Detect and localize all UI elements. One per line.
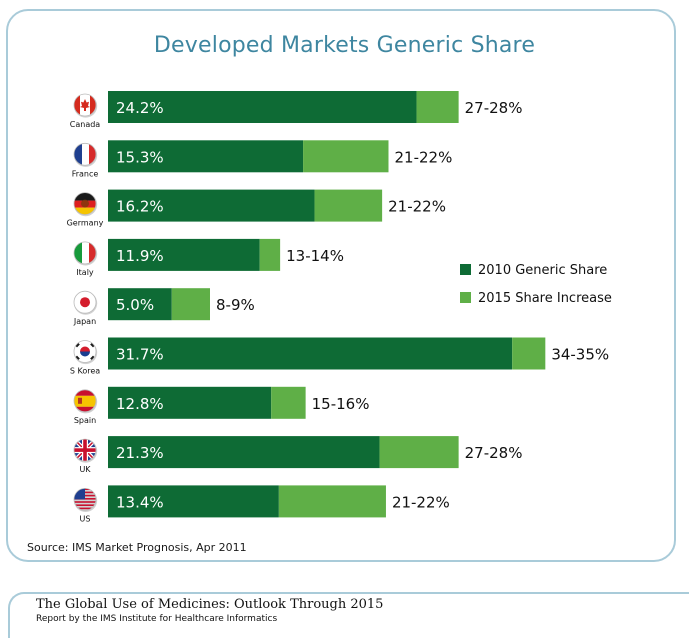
- country-label: Canada: [70, 120, 101, 129]
- bar-2015-share-increase: [314, 189, 383, 222]
- bar-value-label: 12.8%: [116, 395, 164, 413]
- bar-value-label: 15.3%: [116, 148, 164, 166]
- bar-value-label: 31.7%: [116, 346, 164, 364]
- bar-2015-share-increase: [379, 436, 459, 469]
- bar-2015-share-increase: [271, 386, 306, 419]
- footer-title: The Global Use of Medicines: Outlook Thr…: [36, 597, 384, 612]
- source-note: Source: IMS Market Prognosis, Apr 2011: [27, 541, 247, 554]
- legend-swatch: [460, 264, 471, 275]
- bar-2010-generic-share: [108, 238, 260, 271]
- bar-value-label: 11.9%: [116, 247, 164, 265]
- bar-2010-generic-share: [108, 189, 315, 222]
- country-label: Italy: [76, 268, 94, 277]
- projected-range-label: 8-9%: [216, 296, 255, 314]
- bar-2015-share-increase: [512, 337, 546, 370]
- bar-2015-share-increase: [259, 238, 281, 271]
- canada-flag-icon: [73, 93, 98, 118]
- projected-range-label: 27-28%: [465, 444, 523, 462]
- bar-2010-generic-share: [108, 485, 279, 518]
- japan-flag-icon: [73, 290, 98, 315]
- legend-swatch: [460, 292, 471, 303]
- country-label: France: [72, 169, 99, 178]
- bars-layer: 24.2% 27-28% 15.3% 21-22% 16.2% 21-22% 11.9% 13…: [108, 91, 609, 518]
- legend-label: 2010 Generic Share: [478, 263, 607, 278]
- country-label: UK: [79, 465, 91, 474]
- south-korea-flag-icon: [73, 340, 98, 365]
- bar-2010-generic-share: [108, 91, 417, 123]
- projected-range-label: 21-22%: [388, 198, 446, 216]
- legend: 2010 Generic Share 2015 Share Increase: [460, 263, 612, 306]
- footer-subtitle: Report by the IMS Institute for Healthca…: [36, 614, 278, 624]
- country-label: Spain: [74, 416, 96, 425]
- bar-value-label: 13.4%: [116, 493, 164, 511]
- bar-chart: Canada France Germany Italy Japan S Korea Spai…: [67, 91, 612, 523]
- bar-2010-generic-share: [108, 288, 172, 321]
- germany-flag-icon: [73, 192, 98, 217]
- uk-flag-icon: [73, 438, 98, 463]
- us-flag-icon: [73, 487, 98, 512]
- bar-value-label: 5.0%: [116, 296, 154, 314]
- projected-range-label: 27-28%: [465, 99, 523, 117]
- footer-box: [8, 592, 689, 638]
- spain-flag-icon: [73, 389, 98, 414]
- bar-value-label: 16.2%: [116, 198, 164, 216]
- projected-range-label: 15-16%: [312, 395, 370, 413]
- country-label: S Korea: [70, 367, 100, 376]
- projected-range-label: 34-35%: [551, 346, 609, 364]
- bar-2010-generic-share: [108, 337, 513, 370]
- chart-title: Developed Markets Generic Share: [153, 33, 536, 58]
- projected-range-label: 13-14%: [286, 247, 344, 265]
- bar-2015-share-increase: [278, 485, 386, 518]
- italy-flag-icon: [73, 241, 98, 266]
- flags-layer: Canada France Germany Italy Japan S Korea Spai…: [67, 93, 104, 523]
- france-flag-icon: [73, 142, 98, 167]
- bar-value-label: 21.3%: [116, 444, 164, 462]
- bar-2010-generic-share: [108, 140, 304, 173]
- legend-item-2015-share-increase: 2015 Share Increase: [460, 291, 612, 306]
- bar-2010-generic-share: [108, 386, 272, 419]
- country-label: Germany: [67, 219, 104, 228]
- bar-2015-share-increase: [303, 140, 389, 173]
- bar-2015-share-increase: [171, 288, 210, 321]
- projected-range-label: 21-22%: [392, 493, 450, 511]
- projected-range-label: 21-22%: [395, 148, 453, 166]
- country-label: Japan: [73, 317, 96, 326]
- bar-2015-share-increase: [416, 91, 459, 123]
- legend-item-2010-generic-share: 2010 Generic Share: [460, 263, 607, 278]
- bar-2010-generic-share: [108, 436, 380, 469]
- legend-label: 2015 Share Increase: [478, 291, 612, 306]
- bar-value-label: 24.2%: [116, 99, 164, 117]
- country-label: US: [80, 514, 91, 523]
